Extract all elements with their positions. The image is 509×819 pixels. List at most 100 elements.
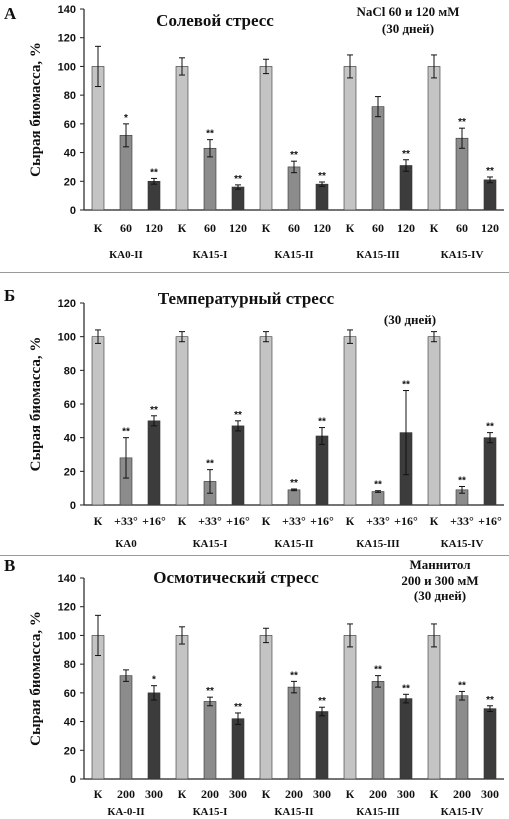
x-tick-label: +33° — [114, 514, 138, 528]
bar — [287, 166, 301, 211]
x-tick-label: К — [346, 787, 355, 801]
x-tick-label: 200 — [117, 787, 135, 801]
x-tick-label: 60 — [288, 221, 300, 235]
group-label: КА15-III — [356, 806, 399, 818]
group-label: КА0 — [115, 538, 137, 550]
x-tick-label: 60 — [456, 221, 468, 235]
significance-mark: ** — [486, 695, 494, 706]
group-label: КА15-II — [274, 538, 313, 550]
chart-note-line: 200 и 300 мМ — [401, 573, 478, 588]
y-tick-label: 40 — [64, 433, 76, 445]
y-tick-label: 80 — [64, 365, 76, 377]
chart-note-line: NaCl 60 и 120 мМ — [356, 4, 459, 19]
bar — [343, 336, 357, 506]
x-tick-label: 60 — [372, 221, 384, 235]
significance-mark: ** — [206, 686, 214, 697]
group-label: КА15-II — [274, 806, 313, 818]
y-tick-label: 100 — [58, 61, 76, 73]
chart-note-line: (30 дней) — [382, 21, 434, 36]
y-tick-label: 120 — [58, 602, 76, 614]
bar — [147, 692, 161, 780]
x-tick-label: К — [262, 221, 271, 235]
panel-temperature-stress: Б Температурный стресс (30 дней) Сырая биом… — [0, 272, 509, 555]
x-tick-label: К — [430, 221, 439, 235]
y-tick-label: 0 — [70, 205, 76, 217]
x-tick-label: +16° — [394, 514, 418, 528]
significance-mark: ** — [150, 405, 158, 416]
x-tick-label: 60 — [204, 221, 216, 235]
x-tick-label: 300 — [313, 787, 331, 801]
y-tick-label: 80 — [64, 659, 76, 671]
group-label: КА15-III — [356, 538, 399, 550]
significance-mark: ** — [402, 149, 410, 160]
x-tick-label: 200 — [453, 787, 471, 801]
x-tick-label: 300 — [145, 787, 163, 801]
bar — [147, 420, 161, 506]
significance-mark: ** — [402, 380, 410, 391]
y-axis-label: Сырая биомасса, % — [28, 337, 44, 472]
bar — [315, 435, 329, 506]
bar — [287, 686, 301, 780]
significance-mark: ** — [486, 166, 494, 177]
y-tick-label: 0 — [70, 774, 76, 786]
group-label: КА15-IV — [441, 538, 484, 550]
significance-mark: ** — [290, 150, 298, 161]
significance-mark: ** — [486, 422, 494, 433]
panel-divider — [0, 272, 509, 273]
bar — [371, 106, 385, 211]
panel-divider — [0, 555, 509, 556]
x-tick-label: 200 — [201, 787, 219, 801]
x-tick-label: К — [94, 787, 103, 801]
y-tick-label: 140 — [58, 4, 76, 16]
bar — [315, 711, 329, 780]
significance-mark: ** — [150, 167, 158, 178]
significance-mark: * — [152, 675, 156, 686]
bar — [399, 165, 413, 211]
bar — [91, 66, 105, 211]
significance-mark: ** — [402, 683, 410, 694]
significance-mark: ** — [318, 417, 326, 428]
bar — [91, 635, 105, 780]
group-label: КА15-III — [356, 249, 399, 261]
y-tick-label: 80 — [64, 90, 76, 102]
panel-osmotic-stress: В Осмотический стресс Маннитол 200 и 300 мМ… — [0, 555, 509, 819]
x-tick-label: К — [346, 221, 355, 235]
bar — [455, 137, 469, 211]
x-tick-label: +33° — [198, 514, 222, 528]
bar — [427, 336, 441, 506]
bar — [371, 681, 385, 780]
y-tick-label: 20 — [64, 176, 76, 188]
group-label: КА15-I — [193, 806, 228, 818]
x-tick-label: К — [430, 514, 439, 528]
bar — [203, 701, 217, 780]
x-tick-label: 60 — [120, 221, 132, 235]
x-tick-label: К — [346, 514, 355, 528]
y-tick-label: 20 — [64, 466, 76, 478]
y-tick-label: 120 — [58, 298, 76, 310]
significance-mark: ** — [234, 410, 242, 421]
bar — [175, 336, 189, 506]
x-tick-label: 120 — [229, 221, 247, 235]
significance-mark: ** — [318, 171, 326, 182]
x-tick-label: +33° — [282, 514, 306, 528]
x-tick-label: 120 — [145, 221, 163, 235]
x-tick-label: К — [94, 514, 103, 528]
significance-mark: ** — [122, 427, 130, 438]
y-axis-label: Сырая биомасса, % — [28, 42, 44, 177]
significance-mark: ** — [374, 480, 382, 491]
bar — [287, 489, 301, 506]
x-tick-label: К — [94, 221, 103, 235]
x-tick-label: +16° — [142, 514, 166, 528]
bar — [91, 336, 105, 506]
bar — [175, 635, 189, 780]
y-tick-label: 120 — [58, 33, 76, 45]
y-tick-label: 100 — [58, 332, 76, 344]
bar — [343, 66, 357, 211]
bar — [119, 675, 133, 780]
chart-note-line: (30 дней) — [414, 588, 466, 603]
x-tick-label: 120 — [313, 221, 331, 235]
bar — [371, 491, 385, 506]
bar — [455, 695, 469, 780]
y-tick-label: 60 — [64, 688, 76, 700]
bar — [147, 180, 161, 211]
